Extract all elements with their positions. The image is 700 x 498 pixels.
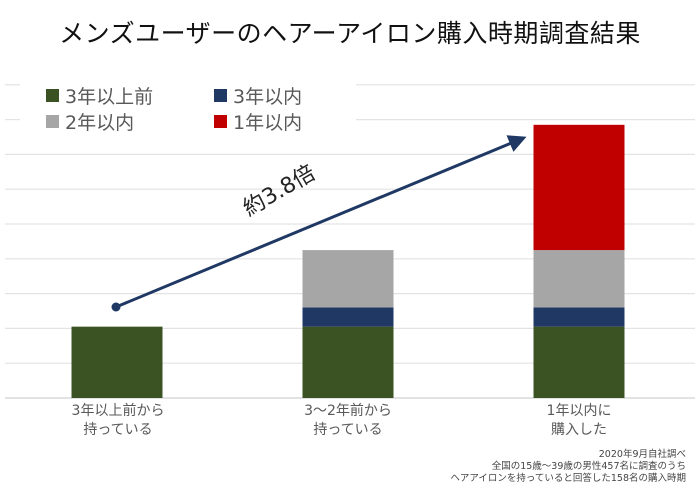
bar-segment [302, 250, 394, 308]
growth-arrow [115, 135, 527, 309]
x-tick-label: 3〜2年前から 持っている [304, 403, 392, 438]
legend-label: 2年以内 [65, 112, 135, 134]
bar-segment [533, 250, 625, 308]
bar-segment [533, 307, 625, 327]
legend-swatch [46, 115, 59, 128]
legend-label: 3年以上前 [65, 86, 154, 108]
legend-item-within-1yr: 1年以内 [214, 108, 302, 135]
footnote: 2020年9月自社調べ 全国の15歳〜39歳の男性457名に調査のうち ヘアアイ… [450, 449, 686, 485]
bar-segment [302, 307, 394, 327]
legend-item-within-3yr: 3年以内 [214, 82, 302, 109]
footnote-line: 全国の15歳〜39歳の男性457名に調査のうち [491, 461, 686, 472]
legend-label: 1年以内 [233, 112, 303, 134]
bar-segment [71, 326, 163, 398]
bar-segment [302, 326, 394, 398]
bar-segment [533, 124, 625, 251]
arrow-start-dot [111, 302, 121, 312]
legend-item-within-2yr: 2年以内 [46, 108, 134, 135]
x-tick-label: 3年以上前から 持っている [71, 403, 165, 438]
legend-swatch [214, 115, 227, 128]
x-tick-label: 1年以内に 購入した [546, 403, 612, 438]
footnote-line: 2020年9月自社調べ [598, 449, 686, 460]
legend-swatch [46, 89, 59, 102]
chart-title: メンズユーザーのヘアーアイロン購入時期調査結果 [59, 19, 641, 48]
footnote-line: ヘアアイロンを持っていると回答した158名の購入時期 [450, 473, 686, 484]
legend-label: 3年以内 [233, 86, 303, 108]
bar-segment [533, 326, 625, 398]
legend-item-3yr-plus: 3年以上前 [46, 82, 153, 109]
legend-swatch [214, 89, 227, 102]
